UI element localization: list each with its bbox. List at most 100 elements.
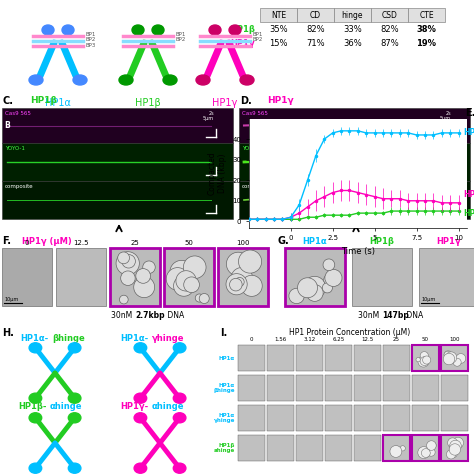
Circle shape bbox=[235, 277, 244, 286]
Bar bbox=[354, 345, 381, 371]
Ellipse shape bbox=[134, 463, 146, 473]
Bar bbox=[56, 248, 106, 306]
Text: composite: composite bbox=[5, 184, 34, 189]
Circle shape bbox=[449, 444, 461, 455]
Circle shape bbox=[298, 278, 318, 298]
Y-axis label: Compacted
DNA (kbp): Compacted DNA (kbp) bbox=[207, 151, 227, 195]
Text: 25: 25 bbox=[131, 240, 139, 246]
Bar bbox=[110, 248, 160, 306]
Bar bbox=[239, 108, 470, 143]
Circle shape bbox=[450, 443, 456, 450]
Ellipse shape bbox=[29, 393, 42, 403]
Ellipse shape bbox=[134, 413, 146, 423]
Text: HP1γ-: HP1γ- bbox=[120, 402, 148, 411]
Circle shape bbox=[325, 269, 342, 286]
Circle shape bbox=[176, 271, 196, 291]
Circle shape bbox=[430, 442, 436, 448]
Bar bbox=[408, 8, 445, 22]
Bar bbox=[267, 345, 294, 371]
Bar bbox=[412, 375, 439, 401]
Bar bbox=[383, 435, 410, 461]
Circle shape bbox=[182, 268, 194, 280]
Ellipse shape bbox=[134, 343, 146, 353]
Circle shape bbox=[322, 283, 332, 293]
Text: HP1γ: HP1γ bbox=[437, 237, 461, 246]
Text: 0: 0 bbox=[250, 337, 253, 342]
Ellipse shape bbox=[73, 75, 87, 85]
Bar bbox=[441, 405, 468, 431]
Text: BP2: BP2 bbox=[176, 37, 186, 42]
Text: HP1α-: HP1α- bbox=[120, 334, 148, 343]
Text: 30nM: 30nM bbox=[358, 311, 382, 320]
Bar bbox=[383, 345, 410, 371]
Text: F.: F. bbox=[2, 236, 11, 246]
Bar bbox=[371, 8, 408, 22]
Ellipse shape bbox=[229, 25, 241, 35]
Text: composite: composite bbox=[242, 184, 271, 189]
Circle shape bbox=[453, 437, 464, 448]
Bar bbox=[296, 345, 323, 371]
Bar bbox=[419, 248, 474, 306]
Text: BP3: BP3 bbox=[86, 43, 96, 47]
Bar bbox=[239, 181, 470, 219]
Circle shape bbox=[229, 278, 242, 291]
Circle shape bbox=[400, 446, 405, 451]
Circle shape bbox=[303, 276, 326, 299]
Circle shape bbox=[390, 446, 402, 457]
Text: 147bp: 147bp bbox=[382, 311, 409, 320]
Ellipse shape bbox=[68, 463, 81, 473]
Bar bbox=[218, 248, 268, 306]
Text: 100: 100 bbox=[449, 337, 460, 342]
Bar bbox=[267, 405, 294, 431]
Bar bbox=[325, 345, 352, 371]
Bar bbox=[267, 375, 294, 401]
Bar bbox=[441, 435, 468, 461]
Circle shape bbox=[134, 277, 155, 298]
Ellipse shape bbox=[240, 75, 254, 85]
Circle shape bbox=[241, 275, 262, 296]
Ellipse shape bbox=[29, 413, 42, 423]
Ellipse shape bbox=[29, 343, 42, 353]
Text: HP1α: HP1α bbox=[45, 98, 71, 108]
Text: Cas9 565: Cas9 565 bbox=[242, 111, 268, 116]
Text: HP1α
γhinge: HP1α γhinge bbox=[214, 412, 235, 423]
Text: 100: 100 bbox=[236, 240, 250, 246]
Text: 10μm: 10μm bbox=[4, 297, 18, 302]
Ellipse shape bbox=[209, 25, 221, 35]
Text: Cas9 565: Cas9 565 bbox=[5, 111, 31, 116]
Text: 5μm: 5μm bbox=[440, 116, 451, 121]
Bar bbox=[334, 8, 371, 22]
Text: 50: 50 bbox=[422, 337, 429, 342]
Circle shape bbox=[238, 250, 262, 273]
Circle shape bbox=[173, 275, 194, 296]
Ellipse shape bbox=[68, 413, 81, 423]
Bar bbox=[2, 181, 233, 219]
Bar bbox=[2, 108, 233, 143]
Text: 2s: 2s bbox=[446, 111, 451, 116]
Bar bbox=[296, 405, 323, 431]
Ellipse shape bbox=[68, 343, 81, 353]
Circle shape bbox=[121, 271, 135, 285]
Circle shape bbox=[444, 351, 451, 358]
Text: HP1α: HP1α bbox=[464, 128, 474, 137]
Circle shape bbox=[231, 267, 253, 289]
Text: HP1β: HP1β bbox=[135, 98, 161, 108]
Ellipse shape bbox=[173, 463, 186, 473]
Circle shape bbox=[170, 260, 193, 284]
Text: 1.56: 1.56 bbox=[274, 337, 287, 342]
Text: BP2: BP2 bbox=[253, 37, 264, 42]
Bar bbox=[238, 435, 265, 461]
Text: BP1: BP1 bbox=[176, 31, 186, 36]
Bar bbox=[238, 405, 265, 431]
Circle shape bbox=[199, 293, 209, 303]
Circle shape bbox=[289, 288, 304, 304]
Circle shape bbox=[423, 356, 431, 364]
Text: YOYO-1: YOYO-1 bbox=[5, 146, 25, 151]
Bar bbox=[296, 375, 323, 401]
Text: 33%: 33% bbox=[343, 25, 362, 34]
Circle shape bbox=[427, 441, 436, 450]
Circle shape bbox=[122, 255, 136, 268]
Text: 10μm: 10μm bbox=[421, 297, 435, 302]
Text: HP1α: HP1α bbox=[303, 237, 328, 246]
Text: 12.5: 12.5 bbox=[73, 240, 89, 246]
